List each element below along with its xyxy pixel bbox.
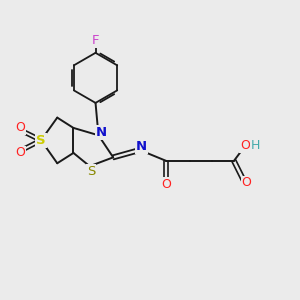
Text: N: N [136,140,147,153]
Text: N: N [96,126,107,139]
Text: H: H [250,139,260,152]
Text: O: O [240,139,250,152]
Text: O: O [16,146,26,159]
Text: O: O [16,122,26,134]
Text: O: O [161,178,171,191]
Text: F: F [92,34,99,47]
Text: S: S [87,165,95,178]
Text: O: O [242,176,251,190]
Text: S: S [36,134,46,147]
